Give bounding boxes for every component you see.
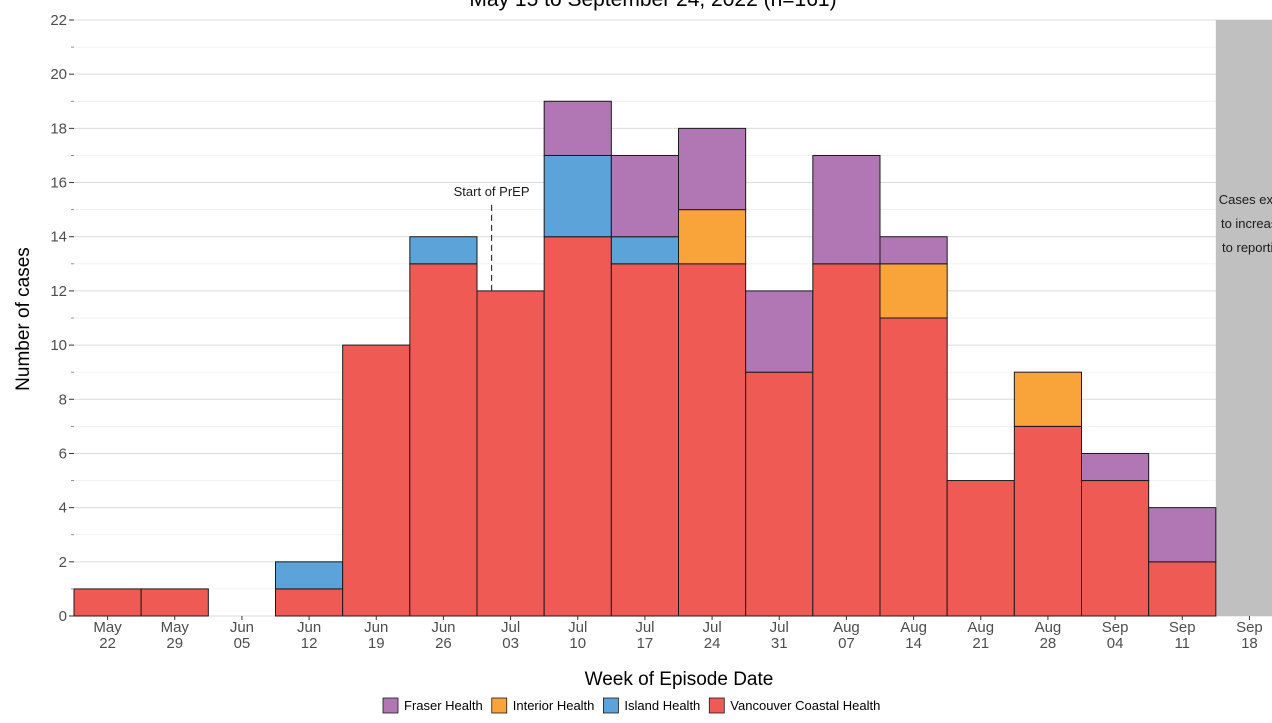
bar-segment — [1148, 507, 1217, 563]
x-tick-label: Jun — [230, 619, 254, 636]
y-tick-label: 16 — [50, 175, 67, 192]
bar-segment — [543, 236, 612, 617]
x-tick-label: 29 — [166, 635, 183, 652]
x-tick-label: Jul — [702, 619, 721, 636]
bar-segment — [275, 561, 344, 590]
x-tick-label: 14 — [905, 635, 922, 652]
bar-segment — [812, 263, 881, 617]
x-tick-label: 03 — [502, 635, 519, 652]
plot-area: Cases expected to increase due to reportin… — [50, 12, 1272, 652]
x-tick-label: May — [93, 619, 122, 636]
x-tick-label: 07 — [838, 635, 855, 652]
x-tick-label: Sep — [1236, 619, 1263, 636]
x-tick-label: 18 — [1241, 635, 1258, 652]
x-tick-label: 21 — [972, 635, 989, 652]
x-tick-label: 24 — [704, 635, 721, 652]
bar-segment — [678, 209, 747, 265]
y-tick-label: 12 — [50, 283, 67, 300]
bar-segment — [1148, 561, 1217, 617]
y-tick-label: 20 — [50, 66, 67, 83]
x-tick-label: 12 — [301, 635, 318, 652]
bar-segment — [1081, 452, 1150, 482]
x-tick-label: 17 — [637, 635, 654, 652]
x-tick-label: Aug — [833, 619, 860, 636]
x-tick-label: 11 — [1174, 635, 1190, 652]
bar-segment — [342, 344, 411, 617]
bar-segment — [543, 154, 612, 238]
x-tick-label: May — [161, 619, 190, 636]
y-tick-label: 2 — [59, 554, 67, 571]
bar-segment — [610, 236, 679, 265]
y-tick-label: 6 — [59, 445, 67, 462]
legend-swatch — [382, 697, 399, 714]
bar-segment — [1081, 480, 1150, 617]
bar-segment — [745, 371, 814, 617]
x-tick-label: 22 — [99, 635, 116, 652]
bar-segment — [745, 290, 814, 373]
x-tick-label: Jul — [770, 619, 789, 636]
legend: Fraser Health Interior Health Island Healt… — [382, 697, 880, 714]
y-axis-title: Number of cases — [13, 247, 34, 391]
bar-segment — [610, 263, 679, 617]
bar-segment — [678, 263, 747, 617]
x-tick-label: Aug — [967, 619, 994, 636]
x-tick-label: Aug — [900, 619, 927, 636]
bar-segment — [879, 317, 948, 617]
x-tick-label: Jun — [297, 619, 321, 636]
bar-segment — [879, 236, 948, 265]
y-tick-label: 4 — [59, 500, 67, 517]
bar-segment — [275, 588, 344, 617]
x-tick-label: Jun — [431, 619, 455, 636]
reporting-lag-note: to reporting lag — [1222, 240, 1272, 255]
bar-segment — [1013, 371, 1082, 427]
legend-swatch — [491, 697, 508, 714]
x-tick-label: 28 — [1040, 635, 1057, 652]
legend-label: Fraser Health — [404, 698, 483, 713]
bar-segment — [879, 263, 948, 319]
legend-swatch — [708, 697, 725, 714]
x-tick-label: Jul — [568, 619, 587, 636]
annotation-label: Start of PrEP — [454, 184, 530, 199]
x-tick-label: 05 — [234, 635, 251, 652]
legend-swatch — [603, 697, 619, 714]
x-tick-label: Sep — [1169, 619, 1196, 636]
bar-segment — [476, 290, 545, 617]
bar-segment — [812, 154, 881, 265]
legend-label: Vancouver Coastal Health — [730, 698, 880, 713]
x-tick-label: Jun — [364, 619, 388, 636]
x-tick-label: Jul — [635, 619, 654, 636]
y-tick-label: 14 — [50, 229, 67, 246]
bar-segment — [678, 127, 747, 211]
bar-segment — [140, 588, 209, 617]
bar-segment — [946, 480, 1015, 617]
legend-label: Interior Health — [513, 698, 595, 713]
bar-segment — [543, 100, 612, 156]
bar-segment — [610, 154, 679, 238]
x-tick-label: 10 — [569, 635, 586, 652]
bar-segment — [409, 263, 478, 617]
bar-segment — [1013, 425, 1082, 617]
y-tick-label: 0 — [59, 608, 67, 625]
reporting-lag-region — [1215, 20, 1272, 616]
x-tick-label: Sep — [1102, 619, 1129, 636]
y-tick-label: 22 — [50, 12, 67, 29]
legend-label: Island Health — [624, 698, 700, 713]
x-tick-label: Aug — [1035, 619, 1062, 636]
bar-segment — [73, 588, 142, 617]
x-axis-title: Week of Episode Date — [585, 669, 774, 690]
x-tick-label: 31 — [771, 635, 788, 652]
x-tick-label: 19 — [368, 635, 385, 652]
y-tick-label: 8 — [59, 391, 67, 408]
reporting-lag-note: to increase due — [1221, 216, 1272, 231]
y-tick-label: 18 — [50, 120, 67, 137]
x-tick-label: 26 — [435, 635, 452, 652]
x-tick-label: 04 — [1107, 635, 1124, 652]
reporting-lag-note: Cases expected — [1219, 192, 1272, 207]
x-tick-label: Jul — [501, 619, 520, 636]
bar-segment — [409, 236, 478, 265]
y-tick-label: 10 — [50, 337, 67, 354]
